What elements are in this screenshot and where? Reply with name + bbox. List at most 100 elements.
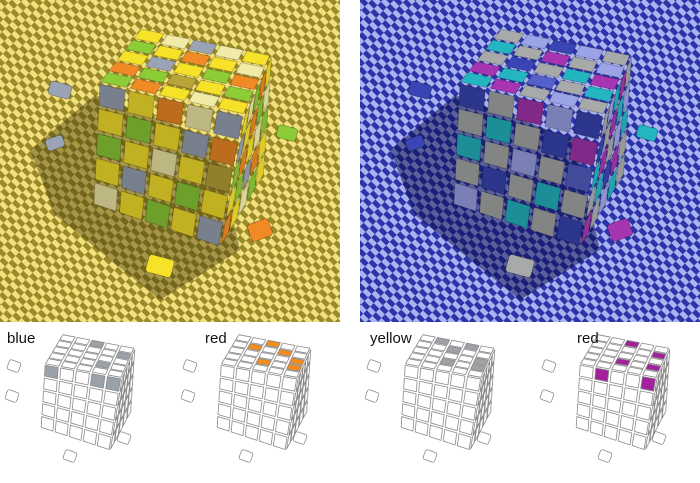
diagram-tile — [666, 349, 671, 367]
diagram-tile — [436, 363, 453, 373]
diagram-tile — [97, 354, 114, 363]
diagram-tile — [473, 357, 489, 366]
cube-tile — [589, 73, 620, 91]
cube-tile — [201, 68, 232, 85]
diagram-tile — [609, 337, 626, 346]
diagram-loose-tile — [116, 431, 132, 445]
diagram-tile — [608, 384, 624, 400]
diagram-tile — [84, 415, 100, 432]
diagram-tile — [279, 390, 295, 407]
diagram-tile — [614, 357, 631, 367]
diagram-tile — [230, 420, 245, 437]
diagram-loose-tile — [182, 359, 198, 373]
cube-tile — [246, 93, 256, 127]
diagram-tile — [645, 430, 652, 450]
cube-tile — [606, 93, 616, 127]
diagram-tile — [217, 403, 232, 419]
cube-tile — [248, 106, 259, 140]
diagram-loose-tile — [6, 359, 22, 373]
diagram-tile — [424, 355, 441, 364]
diagram-tile — [439, 357, 456, 367]
diagram-tile — [267, 366, 285, 375]
cube-tile — [229, 195, 241, 231]
diagram-tile — [404, 364, 419, 380]
cube-tile — [608, 106, 619, 140]
diagram-tile — [602, 349, 619, 358]
cube-tile — [160, 34, 191, 50]
cube-tile — [194, 79, 226, 96]
diagram-tile — [118, 415, 125, 435]
diagram-tile — [446, 401, 462, 417]
cube-tile — [487, 90, 515, 119]
diagram-tile — [91, 366, 109, 375]
diagram-loose-tile — [180, 389, 196, 403]
diagram-tile — [89, 339, 105, 349]
diagram-loose-tile — [292, 431, 308, 445]
diagram-tile — [101, 404, 117, 421]
diagram-tile — [657, 367, 663, 385]
cube-tile — [590, 157, 602, 193]
cube-tile — [454, 157, 480, 187]
diagram-tile — [266, 373, 282, 389]
diagram-tile — [401, 403, 416, 419]
cube-tile — [147, 173, 175, 204]
diagram-tile — [654, 373, 660, 392]
diagram-tile — [578, 377, 593, 393]
diagram-tile — [417, 394, 432, 410]
diagram-tile — [260, 415, 276, 432]
loose-tile — [407, 80, 433, 100]
diagram-tile — [653, 345, 670, 354]
cube-tile — [609, 142, 620, 177]
diagram-tile — [655, 381, 661, 400]
diagram-tile — [661, 400, 667, 419]
cube-tile — [512, 45, 544, 61]
diagram-tile — [246, 343, 263, 352]
cube-tile — [235, 131, 246, 166]
diagram-loose-tile — [651, 431, 667, 445]
diagram-tile — [638, 390, 654, 407]
loose-tile — [275, 124, 299, 142]
diagram-tile — [415, 407, 430, 423]
diagram-tile — [475, 351, 492, 360]
cube-tile — [166, 73, 198, 90]
diagram-tile — [431, 397, 447, 414]
diagram-tile — [625, 373, 641, 389]
diagram-tile — [458, 418, 474, 436]
cube-tile — [180, 50, 211, 67]
diagram-tile — [105, 376, 121, 392]
cube-tile — [153, 122, 181, 152]
diagram-tile — [300, 394, 306, 413]
diagram-tile — [123, 374, 129, 393]
diagram-loose-tile — [4, 389, 20, 403]
diagram-tile — [623, 387, 639, 403]
diagram-tile — [621, 401, 637, 417]
diagram-tile — [129, 374, 134, 393]
diagram-tile — [113, 357, 129, 366]
cube-tile — [246, 167, 258, 202]
cube-tile — [567, 56, 598, 73]
diagram-tile — [457, 354, 474, 363]
diagram-tile — [250, 370, 266, 386]
cube-tile — [229, 73, 260, 91]
diagram-tile — [449, 339, 465, 349]
diagram-tile — [283, 369, 300, 378]
diagram-tile — [224, 352, 242, 361]
diagram-tile — [656, 388, 662, 407]
diagram-tile — [122, 367, 128, 385]
diagram-tile — [231, 340, 249, 349]
diagram-tile — [112, 416, 119, 436]
cube-tile — [123, 140, 150, 170]
diagram-tile — [82, 428, 98, 446]
diagram-tile — [302, 400, 308, 419]
cube-tile — [526, 73, 558, 90]
diagram-tile — [662, 387, 668, 406]
cube-tile — [108, 61, 141, 77]
diagram-tile — [67, 349, 84, 358]
diagram-tile — [445, 345, 462, 355]
cube-tile — [455, 133, 482, 162]
diagram-tile — [98, 418, 114, 436]
diagram-tile — [649, 422, 656, 442]
diagram-tile — [120, 381, 126, 400]
diagram-tile — [488, 355, 493, 373]
cube-tile — [233, 170, 245, 205]
